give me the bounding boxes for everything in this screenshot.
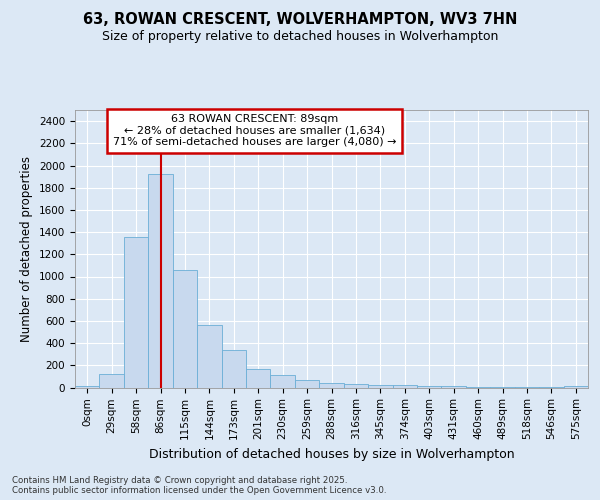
Text: 63 ROWAN CRESCENT: 89sqm
← 28% of detached houses are smaller (1,634)
71% of sem: 63 ROWAN CRESCENT: 89sqm ← 28% of detach… [113, 114, 396, 148]
Text: Contains HM Land Registry data © Crown copyright and database right 2025.
Contai: Contains HM Land Registry data © Crown c… [12, 476, 386, 495]
Bar [466, 387, 490, 388]
Text: 63, ROWAN CRESCENT, WOLVERHAMPTON, WV3 7HN: 63, ROWAN CRESCENT, WOLVERHAMPTON, WV3 7… [83, 12, 517, 28]
Bar [148, 174, 173, 388]
Bar [221, 350, 246, 388]
Bar [75, 386, 100, 388]
Bar [563, 386, 588, 388]
Bar [515, 387, 539, 388]
Bar [246, 368, 271, 388]
Bar [490, 387, 515, 388]
Y-axis label: Number of detached properties: Number of detached properties [20, 156, 34, 342]
Bar [173, 270, 197, 388]
Bar [368, 384, 392, 388]
X-axis label: Distribution of detached houses by size in Wolverhampton: Distribution of detached houses by size … [149, 448, 514, 460]
Bar [124, 236, 148, 388]
Bar [295, 380, 319, 388]
Bar [344, 384, 368, 388]
Bar [100, 374, 124, 388]
Bar [319, 383, 344, 388]
Bar [392, 386, 417, 388]
Bar [271, 376, 295, 388]
Bar [417, 386, 442, 388]
Bar [539, 387, 563, 388]
Text: Size of property relative to detached houses in Wolverhampton: Size of property relative to detached ho… [102, 30, 498, 43]
Bar [442, 386, 466, 388]
Bar [197, 326, 221, 388]
